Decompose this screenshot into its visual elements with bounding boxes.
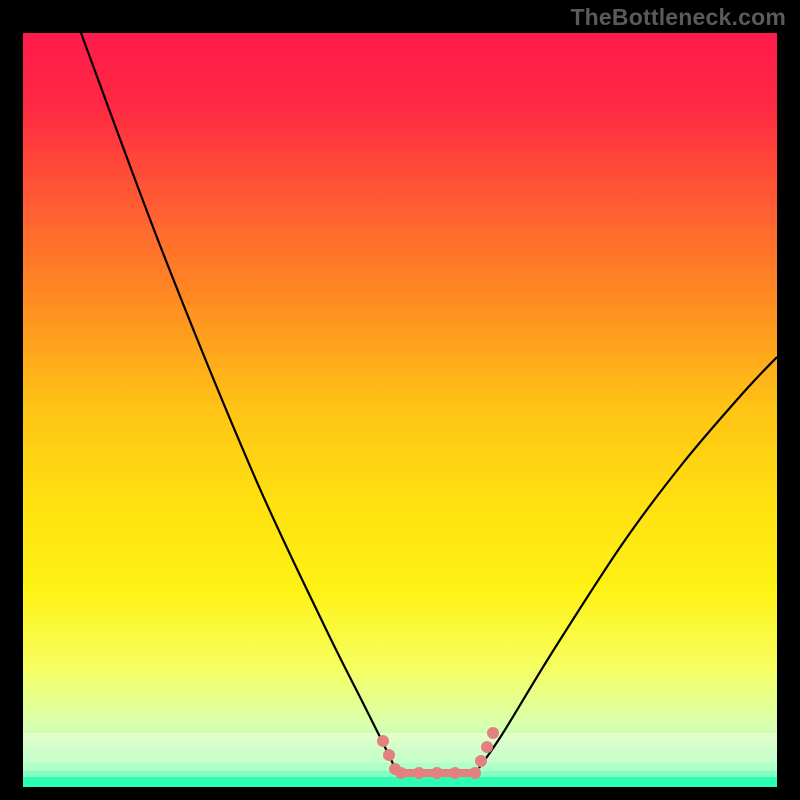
curve-markers bbox=[377, 727, 499, 779]
watermark-text: TheBottleneck.com bbox=[570, 4, 786, 31]
marker-dot bbox=[395, 767, 407, 779]
plot-area bbox=[23, 33, 777, 787]
marker-dot bbox=[383, 749, 395, 761]
marker-dot bbox=[377, 735, 389, 747]
marker-dot bbox=[413, 767, 425, 779]
marker-dot bbox=[475, 755, 487, 767]
marker-dot bbox=[469, 767, 481, 779]
curve-left bbox=[81, 33, 395, 768]
marker-dot bbox=[431, 767, 443, 779]
marker-dot bbox=[481, 741, 493, 753]
curve-right bbox=[479, 357, 777, 768]
marker-dot bbox=[487, 727, 499, 739]
curve-svg bbox=[23, 33, 777, 787]
marker-dot bbox=[449, 767, 461, 779]
